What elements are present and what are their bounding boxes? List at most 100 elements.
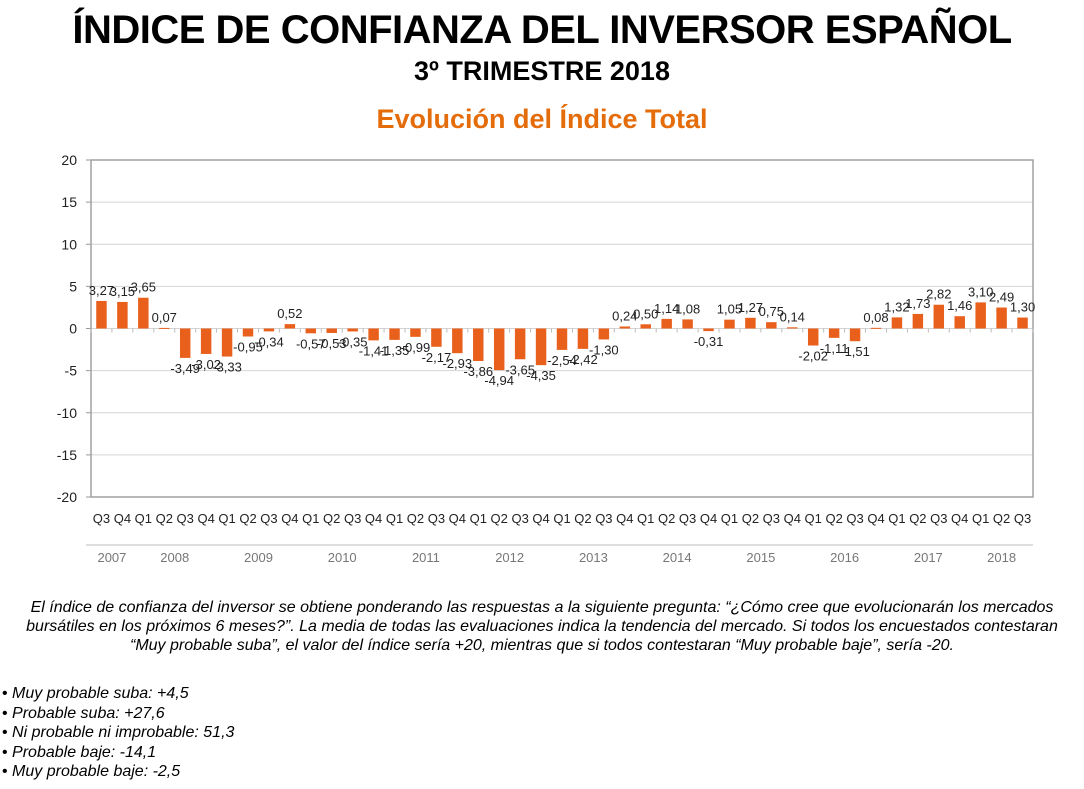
year-label: 2013 <box>579 550 608 565</box>
x-tick-label: Q1 <box>302 511 319 526</box>
x-tick-label: Q3 <box>930 511 947 526</box>
y-tick-label: -5 <box>65 363 78 379</box>
year-label: 2018 <box>987 550 1016 565</box>
x-tick-label: Q3 <box>595 511 612 526</box>
data-label: -0,57 <box>296 336 326 351</box>
data-label: 1,32 <box>884 299 909 314</box>
page-subtitle: 3º TRIMESTRE 2018 <box>414 56 670 86</box>
bar <box>242 328 254 337</box>
data-label: -1,11 <box>820 341 849 356</box>
data-label: 1,73 <box>905 296 930 311</box>
y-tick-label: 20 <box>61 152 77 168</box>
x-tick-label: Q3 <box>846 511 863 526</box>
data-label: -0,31 <box>694 334 724 349</box>
page-title: ÍNDICE DE CONFIANZA DEL INVERSOR ESPAÑOL <box>72 8 1012 52</box>
bar <box>849 328 861 342</box>
response-breakdown-list: Muy probable suba: +4,5 Probable suba: +… <box>2 684 234 782</box>
x-tick-label: Q2 <box>323 511 340 526</box>
bar <box>221 328 233 357</box>
bar <box>640 324 651 329</box>
bullet-item: Probable baje: -14,1 <box>2 743 234 763</box>
bar <box>828 328 840 338</box>
bar <box>96 300 107 329</box>
data-label: 1,05 <box>717 302 742 317</box>
bar <box>159 327 170 329</box>
x-tick-label: Q2 <box>239 511 256 526</box>
data-label: -0,34 <box>254 334 284 349</box>
bar-chart: 20151050-5-10-15-203,27Q33,15Q43,65Q10,0… <box>57 152 1035 565</box>
x-tick-label: Q3 <box>763 511 780 526</box>
bar <box>284 324 296 329</box>
x-tick-label: Q3 <box>679 511 696 526</box>
bar <box>975 302 986 329</box>
data-label: 1,27 <box>738 300 763 315</box>
bar <box>305 328 317 334</box>
x-tick-label: Q1 <box>721 511 738 526</box>
x-tick-label: Q1 <box>553 511 570 526</box>
x-tick-label: Q2 <box>993 511 1010 526</box>
bar <box>535 328 547 366</box>
x-tick-label: Q4 <box>197 511 214 526</box>
chart-title: Evolución del Índice Total <box>376 104 708 134</box>
data-label: -2,17 <box>422 350 452 365</box>
data-label: 3,15 <box>110 284 135 299</box>
data-label: -0,99 <box>401 340 431 355</box>
x-tick-label: Q4 <box>616 511 633 526</box>
data-label: -2,93 <box>443 356 473 371</box>
data-label: 2,82 <box>926 287 951 302</box>
data-label: -2,42 <box>568 352 598 367</box>
data-label: 0,24 <box>612 308 637 323</box>
data-label: 3,10 <box>968 284 993 299</box>
bar <box>514 328 526 360</box>
bar <box>1017 317 1028 329</box>
x-tick-label: Q4 <box>700 511 717 526</box>
data-label: -2,02 <box>798 349 828 364</box>
y-tick-label: -15 <box>57 447 77 463</box>
data-label: -1,35 <box>380 343 410 358</box>
y-tick-label: -20 <box>57 489 77 505</box>
data-label: -4,94 <box>484 373 514 388</box>
data-label: 3,65 <box>131 280 156 295</box>
x-tick-label: Q2 <box>491 511 508 526</box>
bar <box>368 328 379 341</box>
x-tick-label: Q2 <box>742 511 759 526</box>
data-label: 1,08 <box>675 301 700 316</box>
x-tick-label: Q1 <box>972 511 989 526</box>
data-label: 2,49 <box>989 290 1014 305</box>
bar <box>912 313 924 329</box>
bar <box>703 328 714 332</box>
data-label: 0,75 <box>759 304 784 319</box>
data-label: 1,30 <box>1010 300 1035 315</box>
year-label: 2015 <box>746 550 775 565</box>
y-tick-label: 10 <box>61 236 77 252</box>
x-tick-label: Q3 <box>511 511 528 526</box>
x-tick-label: Q3 <box>428 511 445 526</box>
year-label: 2008 <box>160 550 189 565</box>
y-tick-label: -10 <box>57 405 77 421</box>
x-tick-label: Q3 <box>1014 511 1031 526</box>
year-label: 2016 <box>830 550 859 565</box>
data-label: 0,14 <box>780 309 805 324</box>
data-label: -1,30 <box>589 342 619 357</box>
bar <box>661 318 672 329</box>
data-label: 1,46 <box>947 298 972 313</box>
bar <box>473 328 484 362</box>
x-tick-label: Q1 <box>135 511 152 526</box>
year-label: 2014 <box>663 550 692 565</box>
x-tick-label: Q2 <box>825 511 842 526</box>
x-tick-label: Q3 <box>344 511 361 526</box>
bar <box>870 327 882 329</box>
x-tick-label: Q2 <box>658 511 675 526</box>
bar <box>200 328 212 354</box>
bar <box>452 328 463 354</box>
x-tick-label: Q1 <box>218 511 235 526</box>
data-label: -3,86 <box>463 364 493 379</box>
bar <box>431 328 442 347</box>
x-tick-label: Q4 <box>281 511 298 526</box>
year-label: 2011 <box>412 550 440 565</box>
data-label: 1,14 <box>654 301 679 316</box>
bar <box>577 328 589 349</box>
data-label: -3,33 <box>212 360 242 375</box>
x-tick-label: Q1 <box>888 511 905 526</box>
x-tick-label: Q1 <box>386 511 403 526</box>
